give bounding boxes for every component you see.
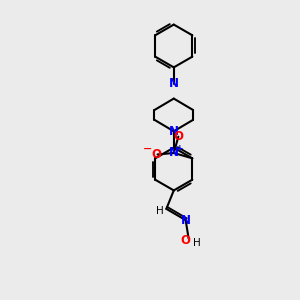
Text: H: H [156,206,164,216]
Text: −: − [143,144,153,154]
Text: N: N [169,146,179,160]
Text: N: N [181,214,191,226]
Text: +: + [176,144,183,153]
Text: O: O [151,148,161,161]
Text: N: N [169,77,179,90]
Text: O: O [173,130,183,143]
Text: H: H [193,238,201,248]
Text: N: N [169,125,179,138]
Text: O: O [180,234,190,247]
